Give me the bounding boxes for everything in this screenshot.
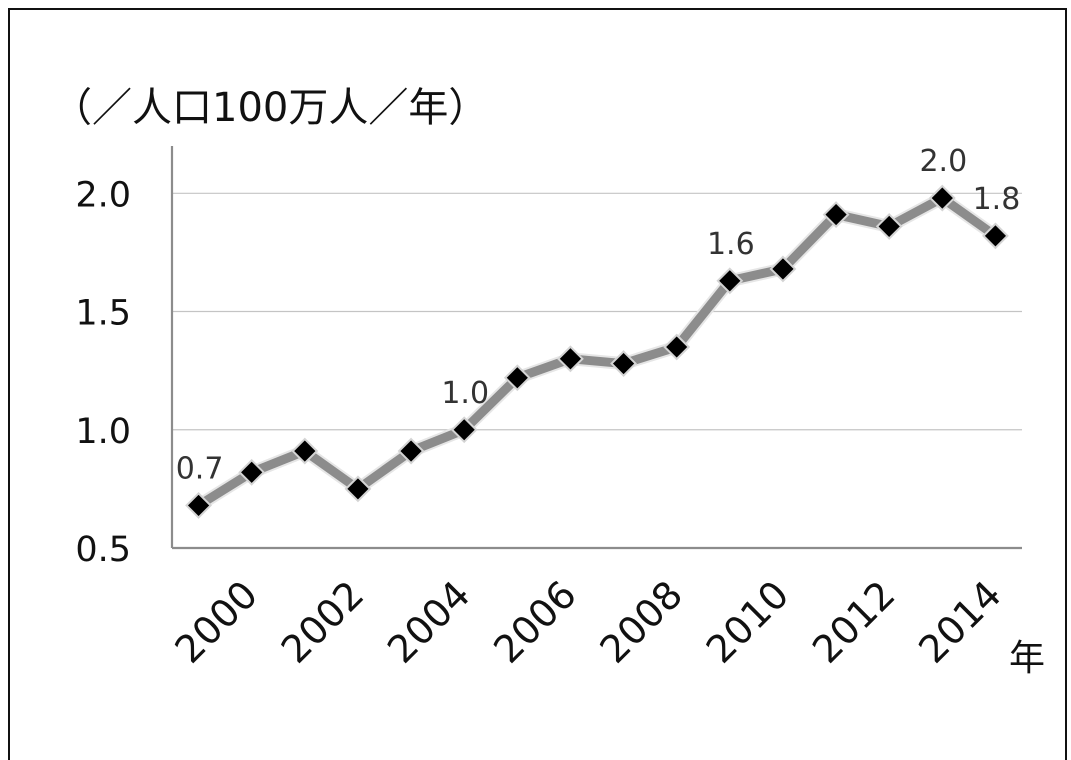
- data-point-marker: [769, 255, 797, 283]
- data-label: 1.6: [707, 227, 755, 262]
- x-tick-label: 2006: [485, 572, 585, 672]
- y-tick-label: 2.0: [75, 175, 131, 215]
- y-tick-label: 1.5: [75, 294, 131, 334]
- data-point-marker: [610, 350, 637, 377]
- chart-frame: [8, 8, 1067, 760]
- x-tick-label: 2002: [273, 572, 373, 672]
- data-labels: 0.7 1.0 1.6 2.01.8: [176, 144, 1021, 486]
- data-point-marker: [397, 437, 425, 465]
- series: [185, 184, 1009, 519]
- x-axis-unit-label: 年: [1009, 638, 1045, 679]
- y-tick-label: 0.5: [75, 530, 131, 570]
- x-tick-label: 2010: [698, 572, 798, 672]
- x-tick-label: 2000: [167, 572, 267, 672]
- x-tick-label: 2004: [379, 572, 479, 672]
- data-point-marker: [663, 333, 691, 361]
- data-point-marker: [557, 345, 584, 373]
- data-point-marker: [928, 184, 956, 212]
- gridlines: [172, 192, 1022, 431]
- data-label: 2.0: [919, 144, 967, 179]
- x-tick-label: 2008: [592, 572, 692, 672]
- axes: [170, 146, 1022, 550]
- data-point-marker: [450, 416, 478, 444]
- data-point-marker: [503, 364, 531, 392]
- x-tick-label: 2012: [804, 572, 904, 672]
- data-point-marker: [982, 222, 1009, 250]
- x-tick-label: 2014: [910, 572, 1010, 672]
- x-tick-labels: 2000 2002 2004 2006 2008 2010 2012 2014: [167, 572, 1010, 672]
- data-point-marker: [344, 475, 372, 503]
- data-point-marker: [291, 437, 319, 465]
- y-tick-label: 1.0: [75, 412, 131, 452]
- y-tick-labels: 0.5 1.0 1.5 2.0: [75, 175, 131, 570]
- data-point-marker: [822, 201, 850, 228]
- data-point-marker: [185, 492, 212, 519]
- data-point-marker: [716, 267, 744, 295]
- series-line: [194, 193, 1000, 510]
- data-label: 1.8: [973, 182, 1021, 217]
- data-point-marker: [875, 212, 903, 240]
- data-label: 0.7: [176, 451, 224, 486]
- y-axis-title: （／人口100万人／年）: [52, 85, 488, 131]
- data-point-marker: [238, 458, 266, 486]
- data-label: 1.0: [441, 376, 489, 411]
